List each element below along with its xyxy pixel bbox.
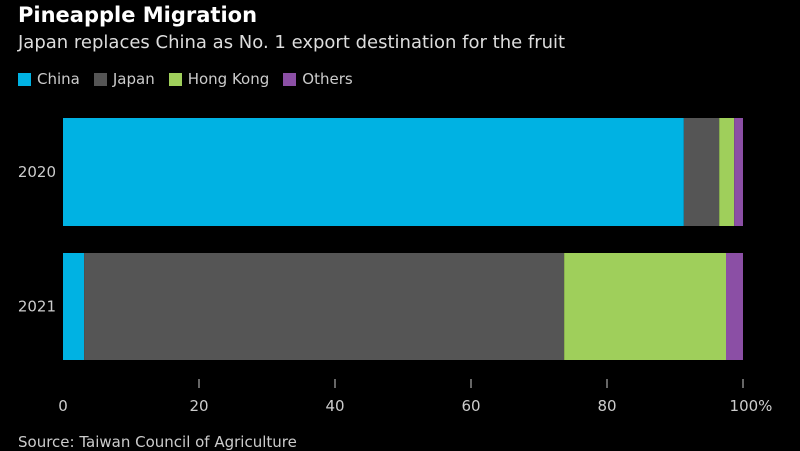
chart-subtitle: Japan replaces China as No. 1 export des… xyxy=(18,32,566,53)
bar-segment-others xyxy=(726,253,743,360)
category-label: 2021 xyxy=(18,298,56,316)
bar-segment-japan xyxy=(683,118,720,226)
bar-segment-china xyxy=(63,118,684,226)
legend-label: Japan xyxy=(112,70,155,88)
bar-segment-hong-kong xyxy=(719,118,735,226)
legend-label: Hong Kong xyxy=(187,70,270,88)
bar-segment-china xyxy=(63,253,85,360)
legend-item: China xyxy=(18,70,80,88)
x-tick-label: 20 xyxy=(189,397,208,415)
legend-label: Others xyxy=(302,70,353,88)
x-tick-label: 80 xyxy=(597,397,616,415)
legend-label: China xyxy=(37,70,80,88)
legend-swatch xyxy=(93,72,107,86)
x-tick-label: 60 xyxy=(461,397,480,415)
legend-swatch xyxy=(168,72,182,86)
legend-item: Hong Kong xyxy=(168,70,270,88)
bar-segment-others xyxy=(734,118,743,226)
x-tick-label: 100% xyxy=(730,397,773,415)
x-tick-label: 0 xyxy=(58,397,68,415)
bar-segment-hong-kong xyxy=(564,253,726,360)
source-note: Source: Taiwan Council of Agriculture xyxy=(18,433,297,451)
legend: China Japan Hong Kong Others xyxy=(18,70,353,88)
category-label: 2020 xyxy=(18,163,56,181)
chart-title: Pineapple Migration xyxy=(18,3,258,27)
legend-swatch xyxy=(283,72,297,86)
bar-segment-japan xyxy=(84,253,565,360)
x-tick-label: 40 xyxy=(325,397,344,415)
legend-item: Others xyxy=(283,70,353,88)
legend-item: Japan xyxy=(93,70,155,88)
legend-swatch xyxy=(18,72,31,86)
